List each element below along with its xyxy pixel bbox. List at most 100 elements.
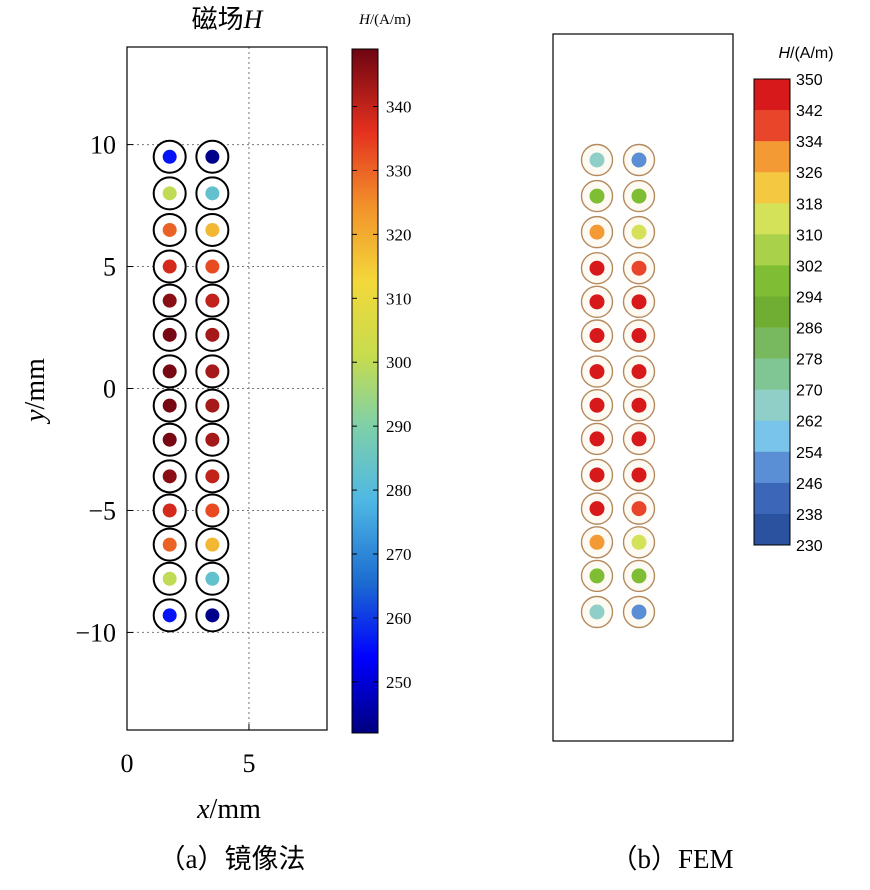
colorbar-a-tick-label: 250 [386, 673, 412, 692]
field-dot [205, 149, 220, 164]
point-a-right-8 [195, 422, 230, 457]
field-dot [631, 501, 647, 517]
colorbar-a-tick-label: 310 [386, 289, 412, 308]
point-b-right-8 [622, 422, 656, 456]
point-a-right-2 [195, 212, 230, 247]
colorbar-b-tick-label: 254 [796, 445, 823, 462]
caption-a-text: 镜像法 [224, 844, 305, 874]
field-dot [205, 503, 220, 518]
caption-b-label: （b） [610, 844, 678, 874]
field-dot [631, 431, 647, 447]
point-a-right-7 [195, 388, 230, 423]
plot-a-x-label: x/mm [196, 794, 261, 825]
field-dot [631, 364, 647, 380]
field-dot [162, 432, 177, 447]
point-a-left-3 [152, 249, 187, 284]
y-tick-label: 10 [90, 131, 116, 160]
colorbar-b-tick-label: 246 [796, 476, 823, 493]
point-b-left-0 [580, 143, 614, 177]
field-dot [631, 328, 647, 344]
field-dot [631, 568, 647, 584]
caption-b-text: FEM [678, 844, 734, 874]
x-tick-label: 0 [121, 749, 134, 778]
colorbar-b-tick-label: 342 [796, 103, 823, 120]
field-dot [162, 398, 177, 413]
point-a-right-10 [195, 493, 230, 528]
point-b-left-10 [580, 492, 614, 525]
plot-a-y-label-var: y [20, 409, 51, 425]
point-b-left-3 [580, 251, 614, 285]
field-dot [589, 501, 605, 517]
point-a-right-0 [195, 139, 230, 174]
point-b-left-4 [580, 285, 614, 319]
colorbar-b-band [754, 451, 790, 484]
field-dot [631, 188, 647, 204]
field-dot [162, 186, 177, 201]
point-b-left-11 [580, 526, 614, 559]
caption-b: （b）FEM [610, 844, 733, 874]
field-dot [631, 260, 647, 276]
y-tick-label: −10 [75, 618, 116, 647]
field-dot [162, 571, 177, 586]
colorbar-a-tick-label: 340 [386, 98, 412, 117]
point-a-right-3 [195, 249, 230, 284]
point-b-left-9 [580, 458, 614, 492]
colorbar-b-tick-label: 230 [796, 538, 823, 555]
field-dot [589, 467, 605, 483]
colorbar-b-band [754, 265, 790, 297]
plot-b-points [580, 143, 656, 629]
point-a-left-2 [152, 212, 187, 247]
field-dot [205, 571, 220, 586]
point-b-left-2 [580, 215, 614, 249]
point-b-right-13 [622, 595, 656, 629]
colorbar-a-tick-label: 270 [386, 545, 412, 564]
point-a-right-4 [195, 283, 230, 318]
point-b-right-3 [622, 251, 656, 285]
field-dot [162, 293, 177, 308]
colorbar-a [351, 48, 379, 734]
colorbar-b-tick-label: 350 [796, 72, 823, 89]
field-dot [631, 224, 647, 240]
colorbar-a-tick-label: 290 [386, 417, 412, 436]
point-b-left-1 [580, 179, 614, 213]
colorbar-b-label-unit: /(A/m) [790, 45, 834, 62]
colorbar-b-tick-label: 238 [796, 507, 823, 524]
colorbar-b-band [754, 327, 790, 359]
point-b-right-10 [622, 492, 656, 525]
point-a-left-0 [152, 139, 187, 174]
point-a-left-9 [152, 459, 187, 494]
field-dot [631, 294, 647, 310]
field-dot [631, 467, 647, 483]
point-b-right-9 [622, 458, 656, 492]
point-b-left-13 [580, 595, 614, 629]
colorbar-a-tick-label: 300 [386, 353, 412, 372]
point-a-right-12 [195, 561, 230, 596]
field-dot [631, 534, 647, 550]
point-a-left-13 [152, 598, 187, 633]
point-b-left-6 [580, 355, 614, 388]
colorbar-b-band [754, 172, 790, 204]
field-dot [589, 260, 605, 276]
point-a-left-8 [152, 422, 187, 457]
field-dot [205, 537, 220, 552]
colorbar-b-band [754, 420, 790, 453]
caption-a: （a）镜像法 [159, 844, 306, 874]
colorbar-a-tick-label: 330 [386, 161, 412, 180]
colorbar-b-label: H/(A/m) [778, 45, 833, 62]
point-b-right-7 [622, 389, 656, 422]
y-tick-label: 5 [103, 253, 116, 282]
colorbar-b [753, 78, 791, 546]
plot-a-title: 磁场H [192, 5, 264, 34]
colorbar-b-band [754, 513, 790, 546]
field-dot [589, 328, 605, 344]
point-b-right-0 [622, 143, 656, 177]
colorbar-b-tick-label: 262 [796, 414, 823, 431]
colorbar-b-band [754, 203, 790, 235]
point-b-right-2 [622, 215, 656, 249]
field-dot [631, 397, 647, 413]
field-dot [162, 469, 177, 484]
point-a-right-9 [195, 459, 230, 494]
point-b-right-1 [622, 179, 656, 213]
colorbar-b-tick-label: 294 [796, 289, 823, 306]
